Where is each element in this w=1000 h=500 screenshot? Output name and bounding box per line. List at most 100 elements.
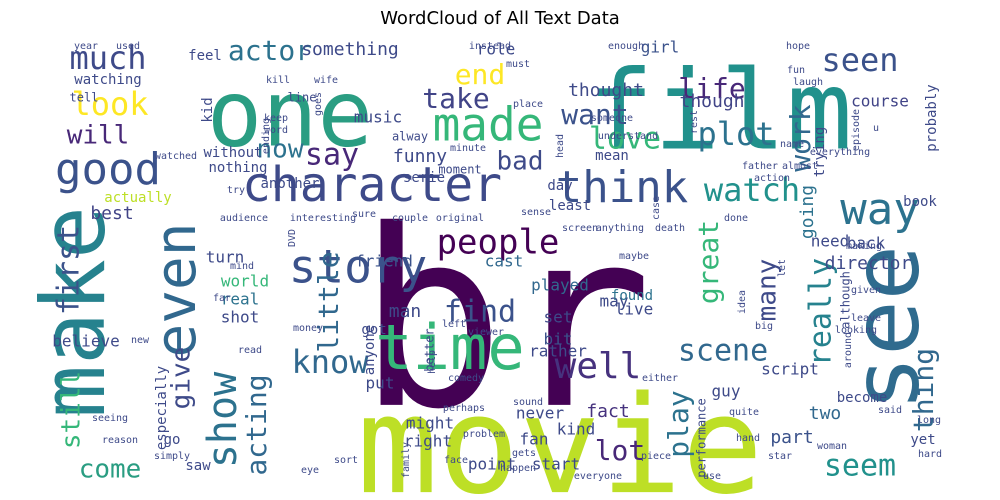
word-music: music (354, 108, 402, 127)
word-want: want (561, 98, 628, 131)
word-br: br (357, 178, 652, 463)
word-go: go (164, 432, 181, 448)
word-girl: girl (641, 38, 680, 57)
word-seen: seen (821, 41, 898, 79)
word-many: many (753, 259, 783, 322)
word-mind: mind (230, 261, 254, 272)
word-great: great (692, 220, 725, 304)
word-set: set (544, 308, 573, 327)
word-left: left (442, 319, 466, 330)
word-first: first (52, 225, 87, 315)
word-much: much (69, 39, 146, 77)
word-probably: probably (924, 84, 940, 151)
word-hope: hope (786, 41, 810, 52)
word-bit: bit (544, 330, 573, 349)
word-almost: almost (782, 161, 818, 172)
word-mean: mean (595, 148, 629, 164)
word-hard: hard (918, 449, 942, 460)
word-best: best (90, 203, 133, 224)
word-hand: hand (736, 433, 760, 444)
word-look: look (71, 85, 148, 123)
word-money: money (293, 323, 323, 334)
word-leave: leave (851, 313, 881, 324)
word-face: face (444, 455, 468, 466)
word-never: never (516, 404, 565, 423)
word-try: try (227, 185, 245, 196)
word-people: people (437, 223, 560, 263)
word-thing: thing (907, 348, 940, 432)
word-interesting: interesting (290, 213, 356, 224)
word-time: time (375, 311, 524, 384)
word-given: given (851, 285, 881, 296)
word-give: give (167, 347, 197, 410)
word-minute: minute (450, 143, 486, 154)
word-point: point (468, 455, 516, 474)
word-world: world (221, 272, 269, 291)
word-ending: ending (261, 118, 272, 154)
word-though: though (679, 91, 744, 112)
word-better: better (423, 328, 437, 371)
word-shot: shot (221, 308, 260, 327)
word-without: without (203, 145, 262, 161)
word-real: real (221, 290, 260, 309)
word-kill: kill (266, 75, 290, 86)
word-made: made (433, 98, 544, 152)
word-watching: watching (74, 72, 141, 88)
word-bad: bad (497, 147, 544, 177)
word-play: play (662, 390, 695, 457)
word-really: really (804, 258, 839, 366)
word-fact: fact (586, 401, 629, 422)
word-seem: seem (824, 449, 896, 484)
word-said: said (878, 405, 902, 416)
word-tell: tell (70, 91, 99, 105)
word-script: script (761, 360, 819, 379)
word-got: got (361, 322, 386, 338)
word-well: well (555, 346, 642, 387)
word-place: place (513, 99, 543, 110)
word-viewer: viewer (468, 327, 504, 338)
word-story: story (289, 240, 427, 294)
word-back: back (847, 234, 886, 253)
word-someone: someone (591, 113, 633, 124)
word-kid: kid (200, 97, 216, 122)
word-goes: goes (313, 92, 324, 116)
word-episode: episode (851, 109, 862, 151)
word-piece: piece (641, 451, 671, 462)
word-either: either (642, 373, 678, 384)
word-serie: serie (403, 170, 445, 186)
word-laugh: laugh (793, 77, 823, 88)
word-say: say (305, 138, 359, 173)
word-especially: especially (154, 366, 170, 450)
word-will: will (67, 121, 130, 151)
word-must: must (506, 59, 530, 70)
word-seeing: seeing (92, 413, 128, 424)
word-gets: gets (512, 448, 536, 459)
word-problem: problem (463, 429, 505, 440)
word-put: put (366, 374, 395, 393)
word-another: another (260, 176, 319, 192)
word-long: long (917, 415, 941, 426)
word-everything: everything (810, 147, 870, 158)
word-find: find (444, 295, 516, 330)
word-idea: idea (737, 290, 748, 314)
word-good: good (55, 144, 161, 195)
word-man: man (389, 301, 422, 322)
word-actor: actor (228, 34, 312, 67)
word-read: read (238, 345, 262, 356)
word-rest: rest (689, 110, 700, 134)
word-may: may (600, 292, 629, 311)
word-keep: keep (264, 113, 288, 124)
word-done: done (724, 213, 748, 224)
word-least: least (549, 198, 591, 214)
word-course: course (851, 92, 909, 111)
word-big: big (755, 321, 773, 332)
word-sure: sure (352, 209, 376, 220)
word-head: head (555, 134, 566, 158)
word-simply: simply (154, 451, 190, 462)
word-played: played (531, 276, 589, 295)
word-maybe: maybe (619, 251, 649, 262)
word-audience: audience (220, 213, 268, 224)
word-show: show (200, 371, 246, 468)
word-become: become (837, 390, 888, 406)
